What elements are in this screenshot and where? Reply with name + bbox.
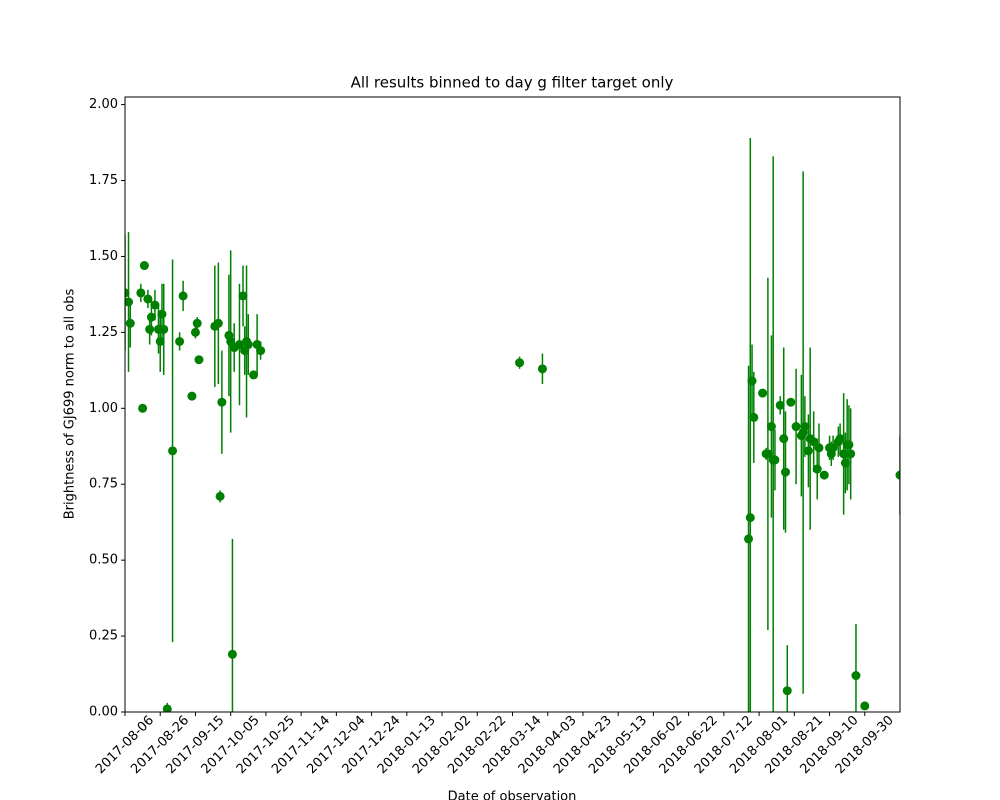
chart-title: All results binned to day g filter targe…: [351, 74, 674, 92]
data-point: [779, 434, 789, 444]
data-point: [243, 340, 253, 350]
data-point: [770, 455, 780, 465]
y-tick-label: 0.75: [89, 477, 118, 492]
data-point: [840, 458, 850, 468]
data-point: [766, 422, 776, 432]
data-point: [846, 449, 856, 459]
data-point: [125, 297, 134, 307]
data-point: [125, 318, 135, 328]
data-point: [745, 513, 755, 523]
x-axis-label: Date of observation: [448, 790, 577, 800]
data-point: [515, 358, 525, 368]
data-point: [758, 388, 768, 398]
y-tick-label: 1.50: [89, 249, 118, 264]
data-point: [844, 440, 854, 450]
data-point: [217, 397, 227, 407]
data-point: [747, 376, 757, 386]
data-point: [835, 434, 845, 444]
data-point: [749, 412, 759, 422]
y-tick-label: 0.50: [89, 553, 118, 568]
data-point: [775, 400, 785, 410]
data-point: [125, 288, 130, 298]
data-point: [782, 686, 792, 696]
data-point: [238, 291, 248, 301]
data-point: [791, 422, 801, 432]
data-point: [162, 704, 172, 712]
y-tick-label: 1.75: [89, 173, 118, 188]
data-point: [227, 649, 237, 659]
data-point: [256, 346, 266, 356]
y-tick-label: 1.00: [89, 401, 118, 416]
data-point: [828, 443, 838, 453]
data-point: [168, 446, 178, 456]
data-point: [139, 261, 149, 271]
y-tick-label: 0.25: [89, 629, 118, 644]
data-point: [800, 422, 810, 432]
data-point: [194, 355, 204, 365]
data-point: [215, 491, 225, 501]
data-point: [814, 443, 824, 453]
data-point: [763, 449, 773, 459]
data-point: [537, 364, 547, 374]
data-point: [143, 294, 153, 304]
data-point: [786, 397, 796, 407]
data-point: [136, 288, 146, 298]
data-point: [781, 467, 791, 477]
data-point: [895, 470, 900, 480]
data-point: [145, 324, 155, 334]
y-tick-label: 2.00: [89, 97, 118, 112]
data-point: [150, 300, 160, 310]
data-point: [819, 470, 829, 480]
data-point: [187, 391, 197, 401]
data-point: [249, 370, 259, 380]
data-point: [175, 336, 185, 346]
data-point: [159, 324, 169, 334]
data-point: [157, 309, 167, 319]
data-point: [234, 340, 244, 350]
data-point: [851, 671, 861, 681]
plot-area: [125, 138, 900, 712]
y-tick-label: 1.25: [89, 325, 118, 340]
data-point: [213, 318, 223, 328]
y-tick-label: 0.00: [89, 705, 118, 720]
data-point: [178, 291, 188, 301]
data-point: [138, 403, 148, 413]
data-point: [860, 701, 870, 711]
data-point: [809, 437, 819, 447]
data-point: [146, 312, 156, 322]
y-axis-label: Brightness of GJ699 norm to all obs: [63, 289, 78, 520]
data-point: [744, 534, 754, 544]
data-point: [812, 464, 822, 474]
data-point: [192, 318, 202, 328]
data-point: [155, 336, 165, 346]
data-point: [190, 327, 200, 337]
data-point: [803, 446, 813, 456]
data-point: [839, 449, 849, 459]
